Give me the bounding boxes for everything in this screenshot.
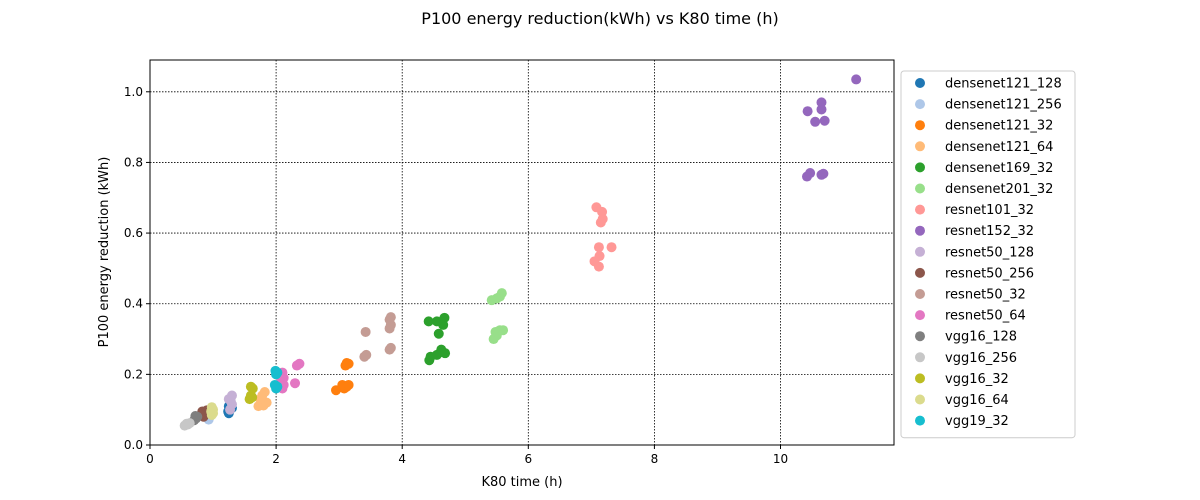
data-point-densenet169_32 <box>440 348 451 359</box>
data-point-densenet201_32 <box>498 325 509 336</box>
data-point-resnet50_32 <box>385 342 396 353</box>
data-point-densenet169_32 <box>433 328 444 339</box>
data-point-vgg16_128 <box>190 411 201 422</box>
data-point-vgg19_32 <box>270 365 281 376</box>
data-point-resnet101_32 <box>591 202 602 213</box>
axis-ticks: 0 2 4 6 8 10 0.0 0.2 0.4 0.6 0.8 1.0 <box>124 85 788 466</box>
legend-label-resnet50_64: resnet50_64 <box>945 309 1026 324</box>
legend-label-resnet152_32: resnet152_32 <box>945 224 1034 239</box>
legend-marker-densenet169_32 <box>915 162 925 173</box>
legend-label-resnet50_256: resnet50_256 <box>945 266 1034 281</box>
data-point-densenet169_32 <box>439 312 450 323</box>
legend-label-densenet201_32: densenet201_32 <box>945 182 1053 197</box>
data-point-resnet152_32 <box>810 116 821 127</box>
legend-marker-vgg16_32 <box>915 373 925 384</box>
data-point-resnet50_32 <box>360 326 371 337</box>
x-tick-label: 0 <box>146 452 154 466</box>
y-tick-label: 0.8 <box>124 155 143 169</box>
y-tick-label: 0.6 <box>124 226 143 240</box>
legend-marker-resnet50_128 <box>915 246 925 257</box>
legend-label-densenet121_256: densenet121_256 <box>945 98 1062 113</box>
x-tick-label: 4 <box>398 452 406 466</box>
legend-label-resnet50_128: resnet50_128 <box>945 245 1034 260</box>
data-point-vgg16_64 <box>206 402 217 413</box>
x-tick-label: 10 <box>773 452 788 466</box>
legend-marker-vgg19_32 <box>915 415 925 426</box>
data-point-resnet152_32 <box>816 104 827 115</box>
plot-area-frame <box>149 59 895 446</box>
legend-label-densenet121_64: densenet121_64 <box>945 140 1053 155</box>
data-point-vgg16_32 <box>245 381 256 392</box>
legend-box <box>900 70 1076 439</box>
legend-marker-vgg16_64 <box>915 394 925 405</box>
data-points <box>179 74 862 431</box>
legend-marker-resnet101_32 <box>915 204 925 215</box>
legend-marker-densenet121_64 <box>915 141 925 152</box>
legend-marker-resnet50_64 <box>915 310 925 321</box>
data-point-resnet152_32 <box>816 97 827 108</box>
legend-label-vgg19_32: vgg19_32 <box>945 414 1009 429</box>
data-point-resnet101_32 <box>594 251 605 262</box>
data-point-resnet50_128 <box>226 390 237 401</box>
data-point-resnet152_32 <box>819 115 830 126</box>
data-point-densenet169_32 <box>423 316 434 327</box>
legend-label-resnet50_32: resnet50_32 <box>945 288 1026 303</box>
legend-marker-densenet201_32 <box>915 183 925 194</box>
legend-label-resnet101_32: resnet101_32 <box>945 203 1034 218</box>
x-tick-label: 6 <box>524 452 532 466</box>
x-tick-label: 8 <box>651 452 659 466</box>
legend: densenet121_128 densenet121_256 densenet12… <box>900 70 1076 439</box>
legend-label-densenet169_32: densenet169_32 <box>945 161 1053 176</box>
data-point-vgg16_256 <box>181 418 192 429</box>
y-tick-label: 0.4 <box>124 297 143 311</box>
y-tick-label: 0.0 <box>124 438 143 452</box>
legend-marker-vgg16_128 <box>915 331 925 342</box>
data-point-densenet121_32 <box>341 358 352 369</box>
data-point-resnet50_64 <box>294 358 305 369</box>
x-axis-label: K80 time (h) <box>481 475 562 490</box>
legend-marker-densenet121_32 <box>915 120 925 131</box>
data-point-resnet101_32 <box>593 242 604 253</box>
y-tick-label: 1.0 <box>124 85 143 99</box>
x-tick-label: 2 <box>272 452 280 466</box>
data-point-resnet50_32 <box>385 312 396 323</box>
data-point-vgg19_32 <box>269 379 280 390</box>
data-point-resnet50_32 <box>361 349 372 360</box>
y-axis-label: P100 energy reduction (kWh) <box>97 157 112 348</box>
data-point-resnet152_32 <box>851 74 862 85</box>
data-point-densenet201_32 <box>496 288 507 299</box>
data-point-resnet152_32 <box>818 168 829 179</box>
legend-label-vgg16_32: vgg16_32 <box>945 372 1009 387</box>
data-point-densenet169_32 <box>431 316 442 327</box>
legend-marker-densenet121_128 <box>915 78 925 88</box>
legend-label-vgg16_256: vgg16_256 <box>945 351 1017 366</box>
data-point-resnet101_32 <box>593 261 604 272</box>
y-tick-label: 0.2 <box>124 367 143 381</box>
legend-label-densenet121_32: densenet121_32 <box>945 119 1053 134</box>
legend-marker-densenet121_256 <box>915 99 925 110</box>
legend-marker-resnet50_256 <box>915 267 925 278</box>
data-point-resnet50_64 <box>290 378 301 389</box>
legend-label-densenet121_128: densenet121_128 <box>945 77 1062 92</box>
data-point-densenet121_32 <box>343 379 354 390</box>
legend-label-vgg16_64: vgg16_64 <box>945 393 1009 408</box>
data-point-resnet152_32 <box>805 168 816 179</box>
legend-label-vgg16_128: vgg16_128 <box>945 330 1017 345</box>
legend-marker-resnet152_32 <box>915 225 925 236</box>
data-point-densenet121_64 <box>257 390 268 401</box>
data-point-resnet152_32 <box>802 106 813 117</box>
data-point-resnet101_32 <box>606 242 617 253</box>
legend-marker-resnet50_32 <box>915 289 925 299</box>
legend-marker-vgg16_256 <box>915 352 925 363</box>
chart-title: P100 energy reduction(kWh) vs K80 time (… <box>421 9 778 28</box>
